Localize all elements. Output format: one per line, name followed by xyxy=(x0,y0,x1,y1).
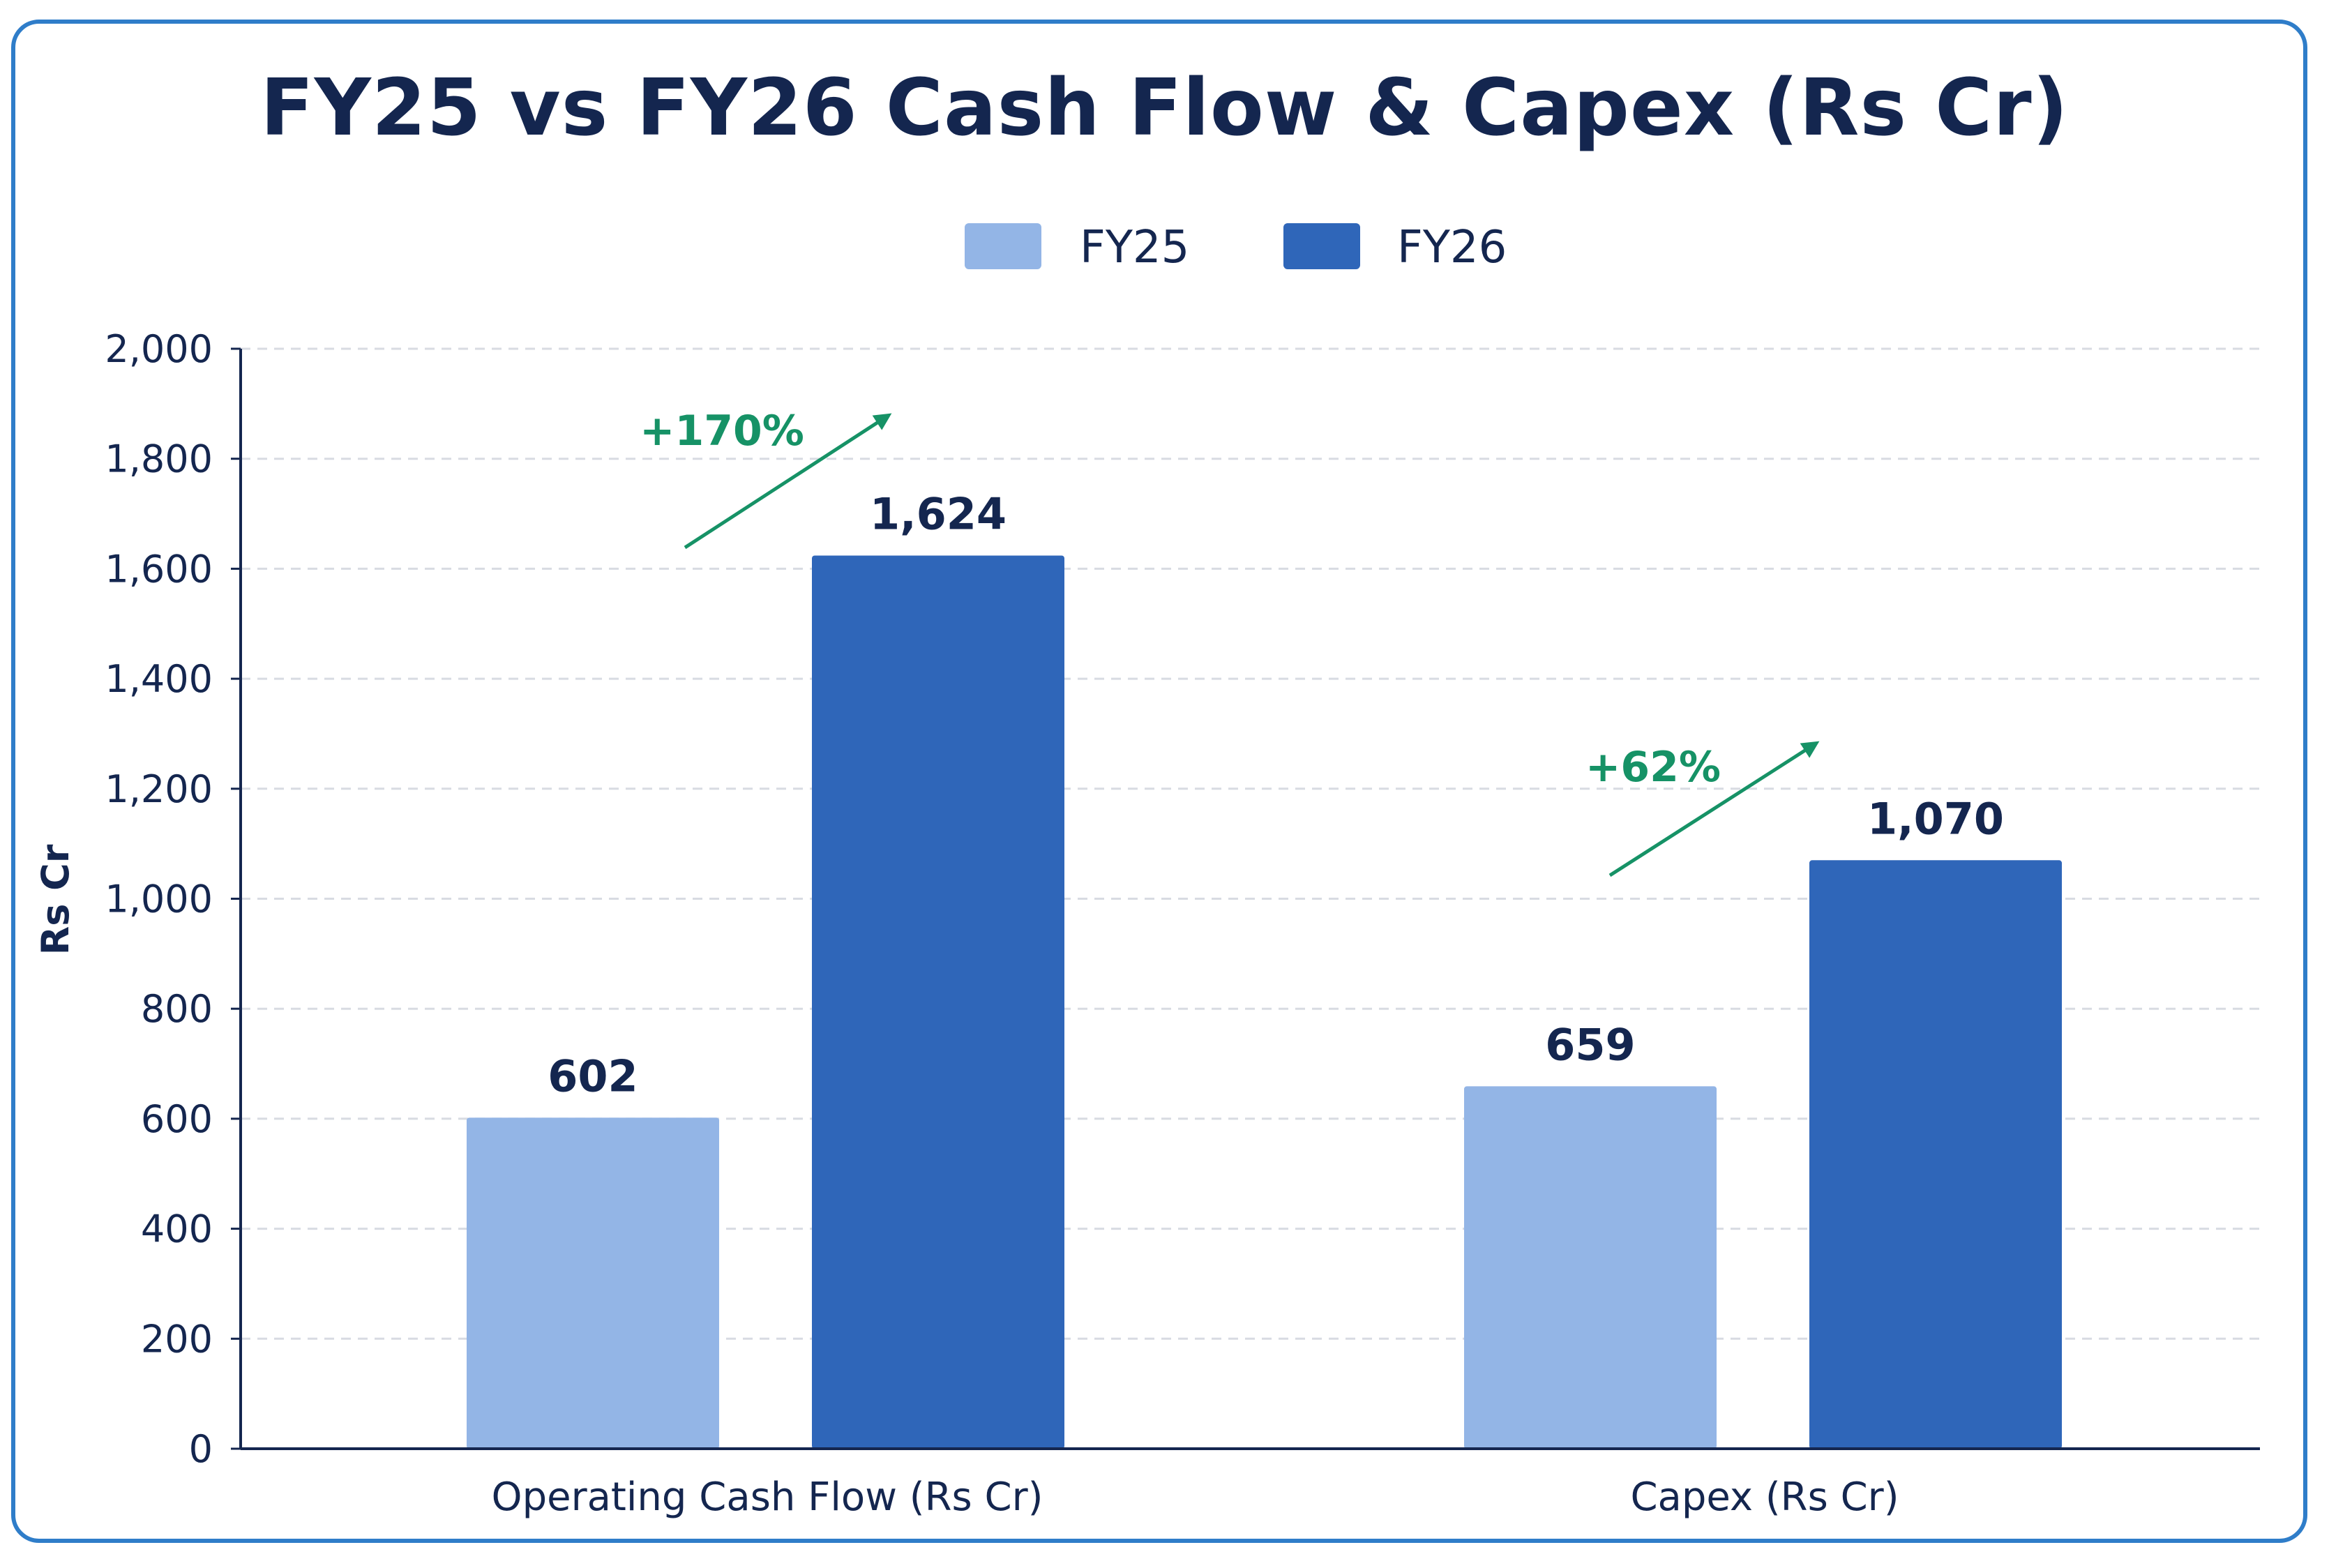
bar-fy25-capex xyxy=(1464,1086,1717,1449)
x-category-label: Operating Cash Flow (Rs Cr) xyxy=(492,1475,1043,1520)
y-tick-label: 200 xyxy=(141,1317,213,1361)
y-tick-label: 1,800 xyxy=(105,437,213,481)
y-tick-label: 800 xyxy=(141,987,213,1031)
y-tick-label: 0 xyxy=(189,1427,213,1471)
legend-swatch xyxy=(965,223,1041,269)
growth-annotation: +62% xyxy=(1585,743,1721,792)
y-tick-label: 1,000 xyxy=(105,877,213,921)
y-tick-label: 600 xyxy=(141,1097,213,1141)
y-tick-label: 2,000 xyxy=(105,327,213,371)
y-tick-label: 1,600 xyxy=(105,547,213,591)
y-axis-title: Rs Cr xyxy=(33,844,77,955)
growth-arrow-icon xyxy=(684,413,892,550)
growth-annotation: +170% xyxy=(640,407,804,455)
bar-fy26-operating-cash-flow xyxy=(812,555,1064,1449)
chart-title: FY25 vs FY26 Cash Flow & Capex (Rs Cr) xyxy=(260,63,2069,153)
legend-label: FY25 xyxy=(1080,222,1189,273)
growth-arrow-icon xyxy=(1608,741,1820,877)
y-tick-label: 1,400 xyxy=(105,657,213,701)
data-label: 1,070 xyxy=(1867,793,2004,844)
x-category-label: Capex (Rs Cr) xyxy=(1630,1475,1899,1520)
bar-fy25-operating-cash-flow xyxy=(467,1117,719,1449)
y-tick-label: 1,200 xyxy=(105,767,213,811)
bar-fy26-capex xyxy=(1809,860,2062,1449)
y-tick-label: 400 xyxy=(141,1207,213,1251)
data-label: 659 xyxy=(1545,1019,1635,1070)
legend-swatch xyxy=(1283,223,1360,269)
legend-label: FY26 xyxy=(1397,222,1507,273)
data-label: 602 xyxy=(548,1050,638,1101)
data-label: 1,624 xyxy=(870,488,1007,539)
